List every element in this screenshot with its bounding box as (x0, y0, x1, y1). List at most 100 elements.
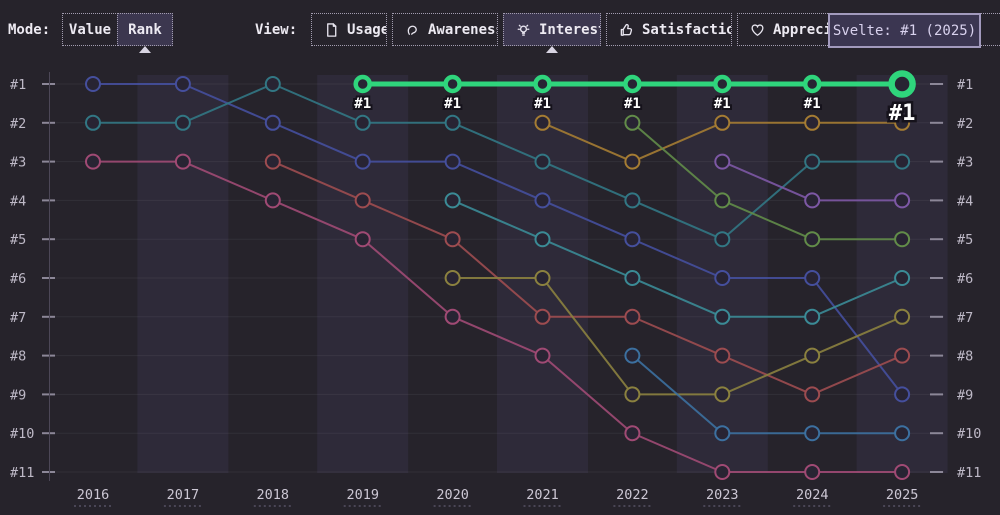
chart-line-rose[interactable] (92, 160, 904, 473)
chart-point-indigo[interactable] (354, 153, 371, 170)
chart-point-indigo[interactable] (534, 192, 551, 209)
chart-point-sea-teal[interactable] (804, 308, 821, 325)
chart-point-ochre[interactable] (714, 114, 731, 131)
rank-label-left: #6 (10, 271, 26, 287)
chart-point-svelte[interactable] (713, 74, 732, 94)
chart-point-crimson[interactable] (354, 192, 371, 209)
year-label[interactable]: 2023 (706, 487, 739, 503)
chart-point-olive[interactable] (444, 270, 461, 286)
chart-point-steel-blue[interactable] (624, 347, 641, 364)
chart-point-dark-teal[interactable] (804, 153, 821, 170)
chart-point-svelte[interactable] (623, 74, 642, 94)
chart-point-moss-green[interactable] (714, 192, 731, 209)
chart-point-svelte[interactable] (353, 74, 372, 94)
view-satisfaction-button[interactable]: Satisfaction (606, 13, 732, 46)
chart-point-moss-green[interactable] (894, 231, 911, 248)
chart-point-rose[interactable] (534, 347, 551, 364)
chart-point-ochre[interactable] (894, 114, 911, 131)
chart-point-rose[interactable] (264, 192, 281, 209)
chart-line-sea-teal[interactable] (451, 199, 904, 318)
chart-point-ochre[interactable] (804, 114, 821, 131)
chart-line-moss-green[interactable] (631, 121, 904, 241)
chart-point-crimson[interactable] (624, 308, 641, 325)
chart-point-indigo[interactable] (624, 231, 641, 248)
mode-value-button[interactable]: Value (62, 13, 118, 46)
chart-point-olive[interactable] (894, 308, 911, 325)
mode-rank-button[interactable]: Rank (117, 13, 173, 46)
chart-point-svelte[interactable] (443, 74, 462, 94)
year-label[interactable]: 2017 (167, 487, 200, 503)
chart-point-steel-blue[interactable] (804, 425, 821, 442)
chart-point-rose[interactable] (85, 153, 101, 170)
chart-point-svelte[interactable] (802, 74, 822, 94)
chart-point-steel-blue[interactable] (894, 425, 911, 442)
chart-point-olive[interactable] (534, 270, 551, 286)
view-interest-button[interactable]: Interest (503, 13, 601, 46)
chart-point-dark-teal[interactable] (624, 192, 641, 209)
chart-point-crimson[interactable] (714, 347, 731, 364)
chart-point-sea-teal[interactable] (894, 270, 911, 286)
chart-point-crimson[interactable] (444, 231, 461, 248)
chart-point-rose[interactable] (354, 231, 371, 248)
chart-point-dark-teal[interactable] (894, 153, 911, 170)
chart-line-dark-teal[interactable] (92, 83, 904, 241)
chart-point-crimson[interactable] (804, 386, 821, 403)
chart-point-svelte[interactable] (533, 74, 552, 94)
view-usage-label: Usage (347, 21, 387, 38)
chart-point-indigo[interactable] (804, 270, 821, 286)
chart-point-ochre[interactable] (534, 114, 551, 131)
chart-point-indigo[interactable] (264, 114, 281, 131)
chart-point-purple[interactable] (804, 192, 821, 209)
view-usage-button[interactable]: Usage (311, 13, 387, 46)
chart-point-steel-blue[interactable] (714, 425, 731, 442)
year-label[interactable]: 2024 (796, 487, 829, 503)
chart-point-rose[interactable] (174, 153, 191, 170)
chart-point-indigo[interactable] (894, 386, 911, 403)
year-label[interactable]: 2021 (526, 487, 559, 503)
chart-point-crimson[interactable] (264, 153, 281, 170)
chart-point-rose[interactable] (894, 464, 911, 480)
rank-label-left: #10 (10, 426, 34, 442)
chart-point-indigo[interactable] (714, 270, 731, 286)
year-label[interactable]: 2018 (257, 487, 290, 503)
chart-point-crimson[interactable] (534, 308, 551, 325)
chart-point-moss-green[interactable] (624, 114, 641, 131)
chart-point-purple[interactable] (894, 192, 911, 209)
chart-point-dark-teal[interactable] (354, 114, 371, 131)
chart-point-moss-green[interactable] (804, 231, 821, 248)
chart-point-dark-teal[interactable] (85, 114, 101, 131)
chart-point-sea-teal[interactable] (624, 270, 641, 286)
chart-point-dark-teal[interactable] (534, 153, 551, 170)
chart-point-indigo[interactable] (85, 76, 101, 92)
chart-point-olive[interactable] (804, 347, 821, 364)
chart-line-steel-blue[interactable] (631, 354, 904, 435)
chart-point-rose[interactable] (804, 464, 821, 480)
view-awareness-button[interactable]: Awareness (392, 13, 498, 46)
chart-point-indigo[interactable] (174, 76, 191, 92)
chart-point-sea-teal[interactable] (444, 192, 461, 209)
chart-point-olive[interactable] (714, 386, 731, 403)
chart-point-rose[interactable] (714, 464, 731, 480)
chart-line-crimson[interactable] (271, 160, 904, 396)
chart-point-ochre[interactable] (624, 153, 641, 170)
chart-point-olive[interactable] (624, 386, 641, 403)
chart-point-dark-teal[interactable] (714, 231, 731, 248)
chart-point-sea-teal[interactable] (534, 231, 551, 248)
chart-point-indigo[interactable] (444, 153, 461, 170)
year-label[interactable]: 2019 (346, 487, 379, 503)
chart-point-dark-teal[interactable] (444, 114, 461, 131)
chart-point-purple[interactable] (714, 153, 731, 170)
year-label[interactable]: 2020 (436, 487, 469, 503)
chart-point-rose[interactable] (444, 308, 461, 325)
chart-point-rose[interactable] (624, 425, 641, 442)
chart-point-svelte[interactable] (888, 70, 916, 98)
year-label[interactable]: 2022 (616, 487, 649, 503)
year-label[interactable]: 2016 (77, 487, 110, 503)
year-label[interactable]: 2025 (886, 487, 919, 503)
chart-point-dark-teal[interactable] (174, 114, 191, 131)
chart-point-sea-teal[interactable] (714, 308, 731, 325)
chart-point-dark-teal[interactable] (264, 76, 281, 92)
chart-point-crimson[interactable] (894, 347, 911, 364)
